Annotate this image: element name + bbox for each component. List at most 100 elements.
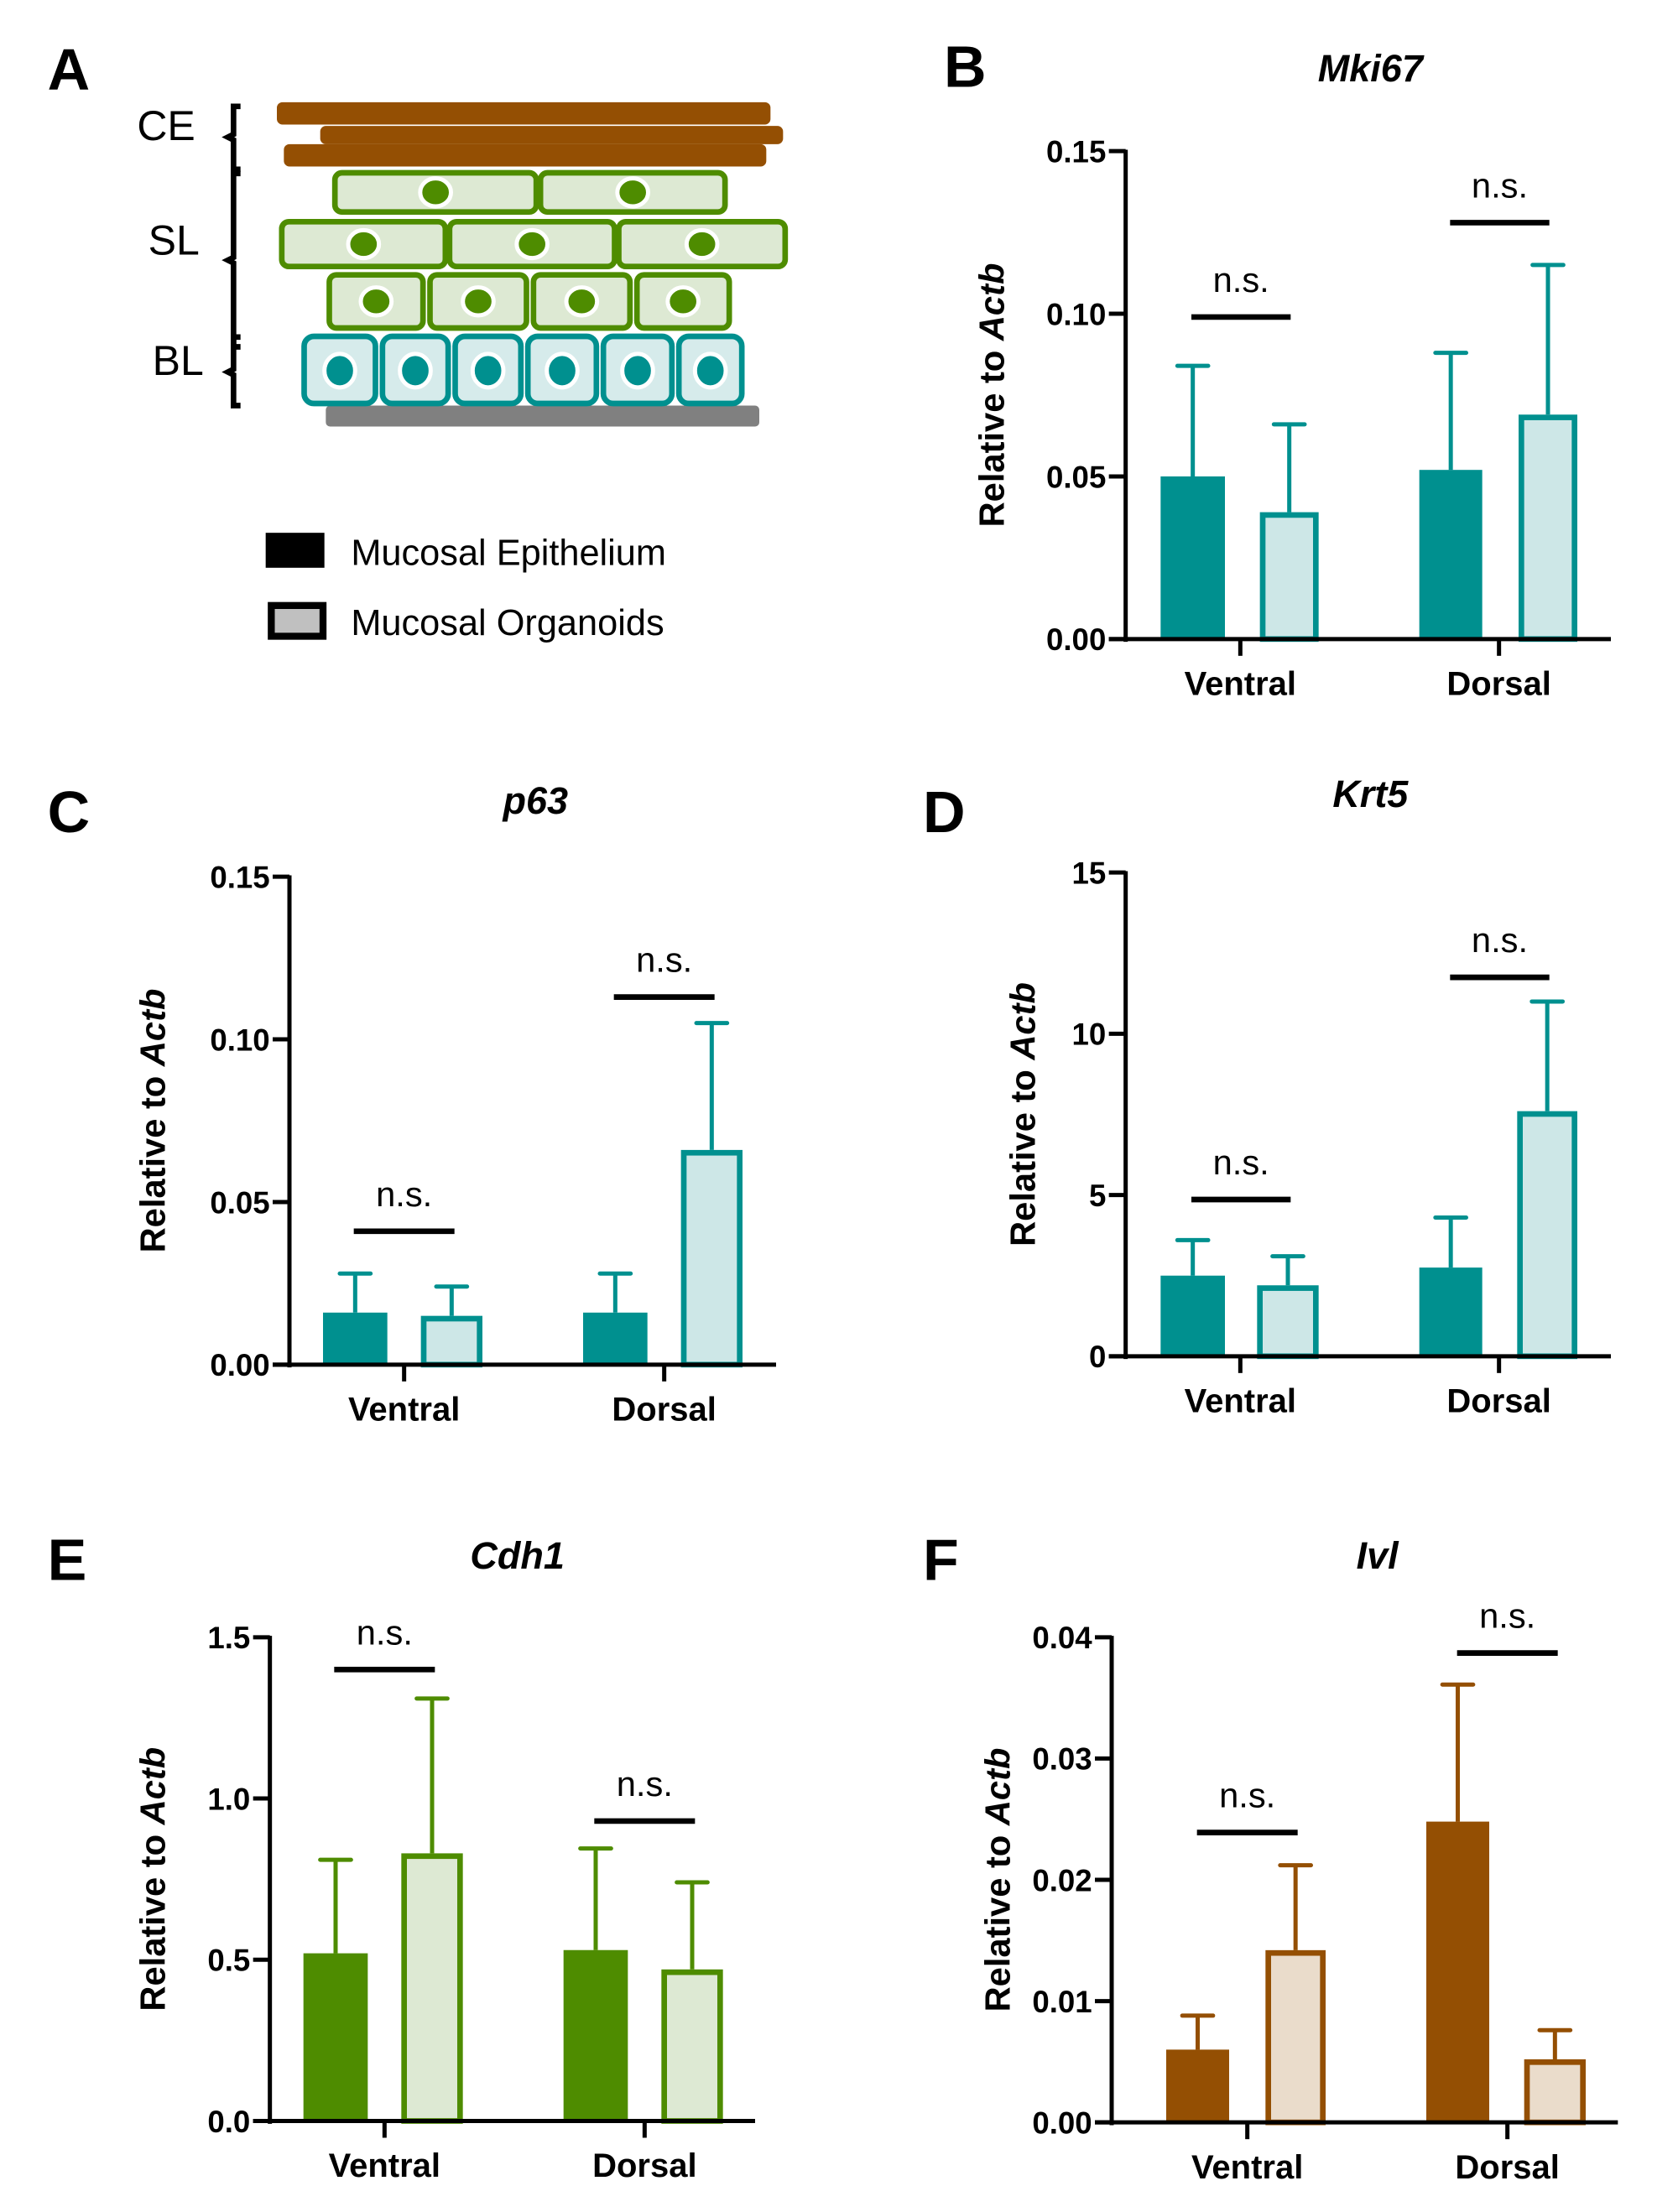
y-tick-label: 0.05 (210, 1185, 269, 1220)
chart-title: Ivl (1357, 1534, 1400, 1577)
x-tick-label: Ventral (348, 1392, 460, 1429)
chart-title: Cdh1 (470, 1534, 565, 1577)
y-axis-label: Relative to Actb (977, 1748, 1017, 2012)
legend-swatch-organoids (268, 601, 327, 640)
y-tick-label: 0 (1089, 1340, 1106, 1374)
nucleus (418, 176, 454, 209)
y-tick-label: 0.03 (1032, 1742, 1092, 1777)
bar-organoids (401, 1853, 463, 2124)
legend: Mucosal Epithelium Mucosal Organoids (265, 533, 666, 643)
significance-label: n.s. (376, 1174, 432, 1214)
nucleus (545, 351, 580, 390)
significance-label: n.s. (1213, 1142, 1269, 1182)
chart-f: F Ivl Relative to Actb n.s. n.s. 0.00 0.01 0.02… (923, 1527, 1618, 2186)
layer-label-ce: CE (137, 102, 195, 149)
bar-organoids (1524, 2058, 1587, 2126)
chart-b: B Mki67 Relative to Actb n.s. n.s. 0.00 0.05 0.… (944, 34, 1611, 703)
x-tick-label: Dorsal (1446, 1383, 1550, 1420)
y-axis-label: Relative to Actb (1003, 982, 1042, 1247)
legend-label: Mucosal Organoids (351, 603, 664, 643)
y-tick-label: 0.05 (1046, 460, 1106, 494)
y-tick-label: 0.10 (210, 1023, 269, 1057)
significance-label: n.s. (1472, 920, 1528, 960)
significance-label: n.s. (617, 1764, 673, 1803)
x-tick-label: Dorsal (612, 1392, 717, 1429)
y-tick-label: 5 (1089, 1179, 1106, 1213)
y-tick-label: 0.15 (1046, 135, 1106, 169)
bar-organoids (1265, 1949, 1326, 2126)
chart-title: p63 (503, 779, 569, 822)
panel-letter: E (48, 1527, 87, 1592)
x-tick-label: Dorsal (1455, 2149, 1559, 2186)
chart-d: D Krt5 Relative to Actb n.s. n.s. 0 5 10 15 Ventr… (923, 773, 1611, 1420)
significance-label: n.s. (1479, 1596, 1535, 1636)
layer-braces (221, 103, 241, 409)
bar-organoids (680, 1149, 743, 1368)
bar-epithelium (1426, 1821, 1489, 2123)
nucleus (358, 285, 394, 318)
y-axis-label: Relative to Actb (972, 263, 1012, 528)
nucleus (620, 351, 655, 390)
bar-organoids (1257, 1285, 1319, 1360)
y-tick-label: 0.01 (1032, 1985, 1092, 2019)
basement-membrane (326, 405, 759, 427)
nucleus (665, 285, 701, 318)
bar-organoids (1517, 1111, 1577, 1360)
nucleus (322, 351, 357, 390)
bar-epithelium (583, 1312, 648, 1365)
significance-label: n.s. (1213, 260, 1269, 299)
y-tick-label: 10 (1072, 1018, 1107, 1052)
x-tick-label: Ventral (1185, 666, 1296, 703)
layer-label-bl: BL (153, 337, 204, 384)
panel-letter: F (923, 1527, 959, 1592)
y-tick-label: 0.15 (210, 860, 269, 894)
bar-organoids (661, 1969, 723, 2124)
y-tick-label: 1.5 (207, 1621, 250, 1655)
significance-label: n.s. (1472, 165, 1528, 205)
y-tick-label: 0.00 (1032, 2106, 1092, 2141)
y-tick-label: 1.0 (207, 1782, 250, 1816)
panel-letter: C (48, 779, 91, 845)
y-tick-label: 0.00 (1046, 622, 1106, 657)
panel-letter: A (48, 37, 91, 102)
y-tick-label: 0.10 (1046, 297, 1106, 331)
legend-swatch-epithelium (265, 533, 325, 568)
cornified-cell (320, 126, 784, 144)
x-tick-label: Dorsal (1446, 666, 1550, 703)
y-tick-label: 0.0 (207, 2105, 250, 2139)
nucleus (398, 351, 433, 390)
significance-label: n.s. (1219, 1776, 1275, 1815)
chart-title: Krt5 (1332, 773, 1409, 815)
layer-label-sl: SL (149, 217, 200, 264)
nucleus (470, 351, 506, 390)
bar-organoids (1259, 512, 1319, 643)
nucleus (514, 227, 550, 261)
cornified-cell (284, 143, 767, 167)
bar-epithelium (1160, 476, 1225, 639)
chart-e: E Cdh1 Relative to Actb n.s. n.s. 0.0 0.5 1.0 1.… (48, 1527, 755, 2184)
x-tick-label: Ventral (1185, 1383, 1296, 1420)
y-tick-label: 0.02 (1032, 1863, 1092, 1897)
y-axis-label: Relative to Actb (133, 989, 173, 1253)
nucleus (564, 285, 600, 318)
y-tick-label: 15 (1072, 856, 1107, 890)
cornified-cell (277, 101, 771, 125)
bar-epithelium (303, 1953, 368, 2121)
nucleus (615, 176, 651, 209)
bar-organoids (1519, 414, 1577, 643)
bar-epithelium (323, 1312, 388, 1365)
bar-organoids (420, 1315, 482, 1368)
x-tick-label: Dorsal (592, 2147, 697, 2184)
bar-epithelium (1419, 470, 1483, 639)
panel-a-diagram: A CE SL BL Mucosal Epithelium Mucosal Or… (48, 37, 789, 643)
legend-label: Mucosal Epithelium (351, 533, 666, 574)
significance-label: n.s. (357, 1612, 413, 1652)
bar-epithelium (1160, 1275, 1225, 1356)
nucleus (684, 227, 720, 261)
nucleus (461, 285, 496, 318)
panel-letter: D (923, 779, 966, 845)
bar-epithelium (1166, 2049, 1229, 2123)
x-tick-label: Ventral (329, 2147, 440, 2184)
